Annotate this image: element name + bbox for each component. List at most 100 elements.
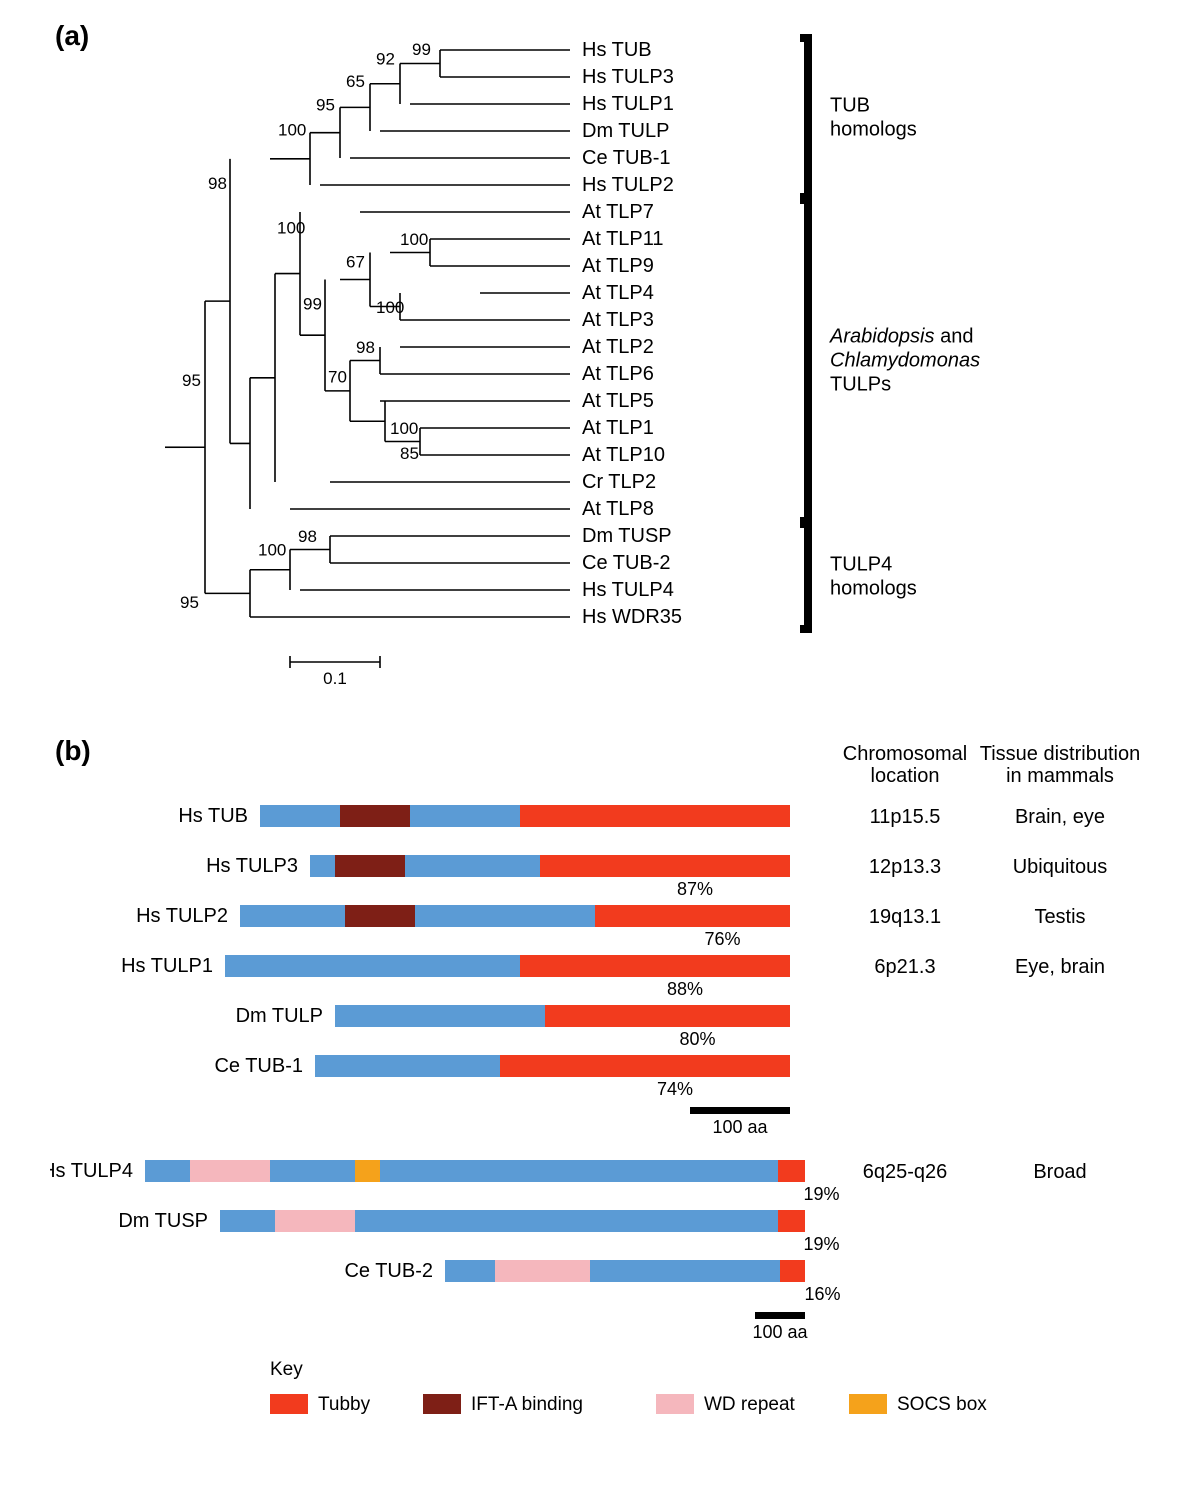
chromosome-location: 11p15.5 — [870, 806, 941, 828]
chromosome-location: 6p21.3 — [874, 956, 935, 978]
protein-label: Hs TULP1 — [121, 955, 213, 977]
legend-swatch-wd — [656, 1394, 694, 1414]
legend-swatch-ift — [423, 1394, 461, 1414]
scale-bar-label: 100 aa — [752, 1322, 808, 1342]
svg-text:85: 85 — [400, 444, 419, 463]
domain-diagram: ChromosomallocationTissue distributionin… — [50, 735, 1190, 1455]
scale-bar-label: 0.1 — [323, 669, 347, 688]
tissue-distribution: Ubiquitous — [1013, 856, 1108, 878]
protein-label: Dm TUSP — [118, 1210, 208, 1232]
domain-tubby — [778, 1160, 805, 1182]
domain-tubby — [545, 1005, 790, 1027]
clade-label: homologs — [830, 578, 917, 600]
domain-tubby — [595, 905, 790, 927]
taxon-label: At TLP3 — [582, 309, 654, 331]
domain-tubby — [778, 1210, 805, 1232]
bootstrap-value: 100 — [258, 541, 286, 560]
tissue-distribution: Eye, brain — [1015, 956, 1105, 978]
clade-label: TULP4 — [830, 554, 892, 576]
protein-label: Dm TULP — [236, 1005, 323, 1027]
domain-tubby — [520, 955, 790, 977]
taxon-label: Ce TUB-1 — [582, 147, 671, 169]
domain-ift — [335, 855, 405, 877]
chromosome-location: 12p13.3 — [869, 856, 941, 878]
protein-label: Ce TUB-2 — [344, 1260, 433, 1282]
bootstrap-value: 95 — [316, 95, 335, 114]
percent-identity: 74% — [657, 1079, 693, 1099]
bootstrap-value: 100 — [400, 230, 428, 249]
taxon-label: Cr TLP2 — [582, 471, 656, 493]
taxon-label: Hs TULP1 — [582, 93, 674, 115]
domain-tubby — [520, 805, 790, 827]
svg-text:in mammals: in mammals — [1006, 765, 1114, 787]
bootstrap-value: 99 — [303, 295, 322, 314]
protein-label: Hs TULP4 — [50, 1160, 133, 1182]
bootstrap-value: 100 — [278, 121, 306, 140]
scale-bar — [690, 1107, 790, 1114]
protein-label: Hs TULP3 — [206, 855, 298, 877]
taxon-label: At TLP7 — [582, 201, 654, 223]
clade-label: homologs — [830, 119, 917, 141]
bootstrap-value: 98 — [208, 174, 227, 193]
scale-bar-label: 100 aa — [712, 1117, 768, 1137]
panel-a-label: (a) — [55, 20, 89, 52]
clade-label: Arabidopsis and — [829, 326, 973, 348]
chromosome-location: 6q25-q26 — [863, 1161, 948, 1183]
percent-identity: 19% — [803, 1234, 839, 1254]
taxon-label: Hs TUB — [582, 39, 652, 61]
domain-tubby — [540, 855, 790, 877]
domain-ift — [340, 805, 410, 827]
bootstrap-value: 92 — [376, 50, 395, 69]
phylogenetic-tree: Hs TUBHs TULP3Hs TULP1Dm TULPCe TUB-1Hs … — [100, 20, 1200, 710]
svg-text:location: location — [871, 765, 940, 787]
tissue-distribution: Testis — [1034, 906, 1085, 928]
legend-label-wd: WD repeat — [704, 1394, 796, 1415]
taxon-label: At TLP11 — [582, 228, 664, 250]
domain-wd — [495, 1260, 590, 1282]
bootstrap-value: 100 — [277, 219, 305, 238]
taxon-label: Hs TULP2 — [582, 174, 674, 196]
taxon-label: At TLP5 — [582, 390, 654, 412]
bootstrap-value: 99 — [412, 40, 431, 59]
protein-label: Hs TULP2 — [136, 905, 228, 927]
taxon-label: Ce TUB-2 — [582, 552, 671, 574]
taxon-label: At TLP6 — [582, 363, 654, 385]
percent-identity: 87% — [677, 879, 713, 899]
taxon-label: At TLP1 — [582, 417, 654, 439]
domain-socs — [355, 1160, 380, 1182]
legend-title: Key — [270, 1359, 303, 1380]
svg-text:95: 95 — [180, 593, 199, 612]
protein-label: Hs TUB — [178, 805, 248, 827]
legend-label-ift: IFT-A binding — [471, 1394, 583, 1415]
taxon-label: Dm TULP — [582, 120, 669, 142]
taxon-label: At TLP10 — [582, 444, 665, 466]
protein-label: Ce TUB-1 — [214, 1055, 303, 1077]
taxon-label: Dm TUSP — [582, 525, 672, 547]
domain-wd — [275, 1210, 355, 1232]
bootstrap-value: 67 — [346, 253, 365, 272]
bootstrap-value: 100 — [390, 419, 418, 438]
taxon-label: At TLP9 — [582, 255, 654, 277]
domain-ift — [345, 905, 415, 927]
legend-label-tubby: Tubby — [318, 1394, 371, 1415]
column-header-chrom: Chromosomal — [843, 743, 967, 765]
clade-label: TUB — [830, 95, 870, 117]
bootstrap-value: 98 — [356, 338, 375, 357]
bootstrap-value: 100 — [376, 298, 404, 317]
legend-swatch-tubby — [270, 1394, 308, 1414]
bootstrap-value: 98 — [298, 527, 317, 546]
legend-swatch-socs — [849, 1394, 887, 1414]
taxon-label: At TLP2 — [582, 336, 654, 358]
taxon-label: At TLP4 — [582, 282, 654, 304]
percent-identity: 80% — [679, 1029, 715, 1049]
taxon-label: At TLP8 — [582, 498, 654, 520]
chromosome-location: 19q13.1 — [869, 906, 941, 928]
percent-identity: 76% — [704, 929, 740, 949]
clade-label: Chlamydomonas — [830, 350, 980, 372]
scale-bar — [755, 1312, 805, 1319]
tissue-distribution: Broad — [1033, 1161, 1086, 1183]
legend-label-socs: SOCS box — [897, 1394, 987, 1415]
taxon-label: Hs TULP4 — [582, 579, 674, 601]
tissue-distribution: Brain, eye — [1015, 806, 1105, 828]
svg-text:95: 95 — [182, 371, 201, 390]
